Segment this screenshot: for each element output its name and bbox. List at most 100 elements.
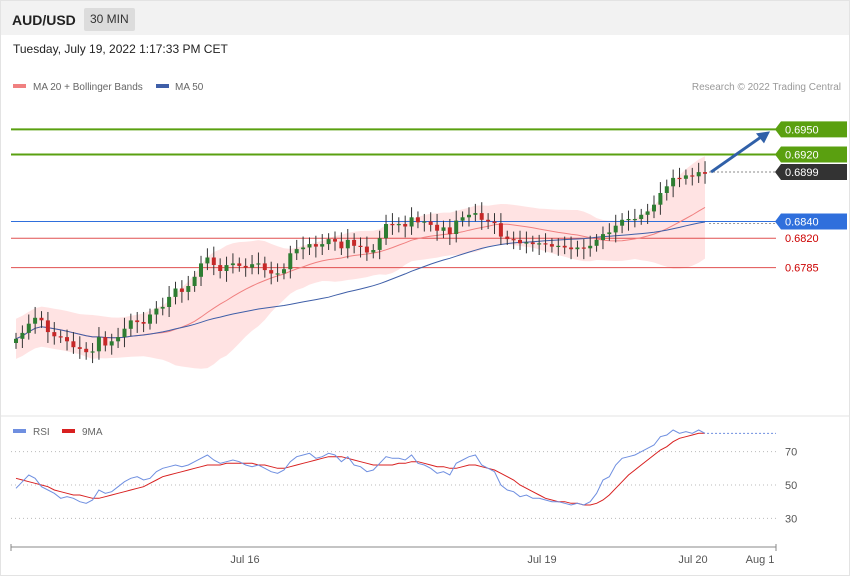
candle-body <box>403 224 408 227</box>
time-tick-label: Aug 1 <box>746 554 775 566</box>
candle-body <box>479 213 484 220</box>
candle-body <box>282 269 286 274</box>
rsi-tick-label: 70 <box>785 447 797 459</box>
candle-body <box>473 213 478 215</box>
candle-body <box>690 175 695 177</box>
candle-body <box>116 337 121 342</box>
candle-body <box>454 220 459 234</box>
ma50-legend-swatch <box>156 84 169 88</box>
candle-body <box>141 322 146 324</box>
candle-body <box>20 332 25 339</box>
candle-body <box>601 234 605 240</box>
candle-body <box>250 264 255 268</box>
candle-body <box>103 337 108 346</box>
candle-body <box>677 177 682 180</box>
ma50-legend-label: MA 50 <box>175 82 204 93</box>
candle-body <box>569 247 574 250</box>
candle-body <box>230 263 235 266</box>
candle-body <box>588 245 593 249</box>
rsi-legend-label: RSI <box>33 427 50 438</box>
target-2-label: 0.6950 <box>785 124 819 136</box>
candle-body <box>671 177 676 187</box>
candle-body <box>218 265 223 271</box>
timeframe-button[interactable]: 30 MIN <box>84 8 135 31</box>
target-1-label: 0.6920 <box>785 149 819 161</box>
candle-body <box>333 239 337 242</box>
rsi-ma-legend-swatch <box>62 429 75 433</box>
candle-body <box>160 306 165 309</box>
candle-body <box>620 219 625 226</box>
candle-body <box>26 323 31 333</box>
candle-body <box>256 263 261 265</box>
chart-header: AUD/USD 30 MIN <box>1 1 849 35</box>
candle-body <box>345 239 350 249</box>
target-1-tag <box>775 146 847 163</box>
candle-body <box>371 250 376 253</box>
candle-body <box>224 265 229 271</box>
candle-body <box>307 244 312 248</box>
candle-body <box>109 341 114 346</box>
candle-body <box>326 239 331 245</box>
candle-body <box>301 247 306 250</box>
candle-body <box>275 273 280 275</box>
candle-body <box>364 246 369 253</box>
candle-body <box>14 338 18 343</box>
time-axis: Jul 16 Jul 19 Jul 20 Aug 1 <box>10 544 777 566</box>
candle-body <box>269 270 274 274</box>
candle-body <box>211 257 216 265</box>
candle-body <box>167 296 172 307</box>
candle-body <box>65 337 69 342</box>
candle-body <box>467 214 471 218</box>
candle-body <box>199 263 203 277</box>
candle-body <box>658 193 663 205</box>
candle-body <box>447 227 452 235</box>
last-price-label: 0.6899 <box>785 167 819 179</box>
chart-datetime: Tuesday, July 19, 2022 1:17:33 PM CET <box>13 42 228 56</box>
candle-body <box>435 224 440 231</box>
candle-body <box>288 253 293 270</box>
candle-body <box>613 225 618 233</box>
time-tick-label: Jul 16 <box>230 554 259 566</box>
support-1-label: 0.6820 <box>785 233 819 245</box>
candle-body <box>683 175 688 179</box>
credit-text: Research © 2022 Trading Central <box>692 82 841 93</box>
pivot-tag <box>775 213 847 230</box>
candle-body <box>626 219 631 221</box>
rsi-legend-swatch <box>13 429 26 433</box>
candle-body <box>45 320 50 333</box>
candle-body <box>90 351 95 353</box>
candle-body <box>84 348 89 353</box>
candle-body <box>652 204 656 212</box>
candle-body <box>52 332 57 337</box>
candle-body <box>511 239 516 241</box>
candle-body <box>396 224 401 226</box>
candle-body <box>409 217 414 227</box>
candle-body <box>135 320 140 323</box>
candle-body <box>703 172 707 174</box>
candle-body <box>237 263 242 266</box>
candle-body <box>537 243 542 245</box>
candle-body <box>556 245 561 247</box>
candle-body <box>664 186 669 193</box>
candle-body <box>607 232 612 235</box>
candle-body <box>581 247 586 249</box>
candle-body <box>543 243 548 245</box>
candle-body <box>594 239 599 246</box>
candle-body <box>339 241 344 249</box>
ma20-legend-label: MA 20 + Bollinger Bands <box>33 82 143 93</box>
candle-body <box>71 341 76 348</box>
projection-arrow-head <box>756 131 770 144</box>
ma20-legend-swatch <box>13 84 26 88</box>
candle-body <box>390 224 395 226</box>
candle-body <box>486 219 491 222</box>
symbol-title: AUD/USD <box>12 12 76 28</box>
time-tick-label: Jul 20 <box>678 554 707 566</box>
candle-body <box>498 223 503 237</box>
candle-body <box>549 244 554 247</box>
candle-body <box>505 236 510 240</box>
candle-body <box>415 217 420 223</box>
candle-body <box>428 221 433 225</box>
rsi-plot: 30 50 70 <box>11 429 797 525</box>
candle-body <box>530 242 535 245</box>
